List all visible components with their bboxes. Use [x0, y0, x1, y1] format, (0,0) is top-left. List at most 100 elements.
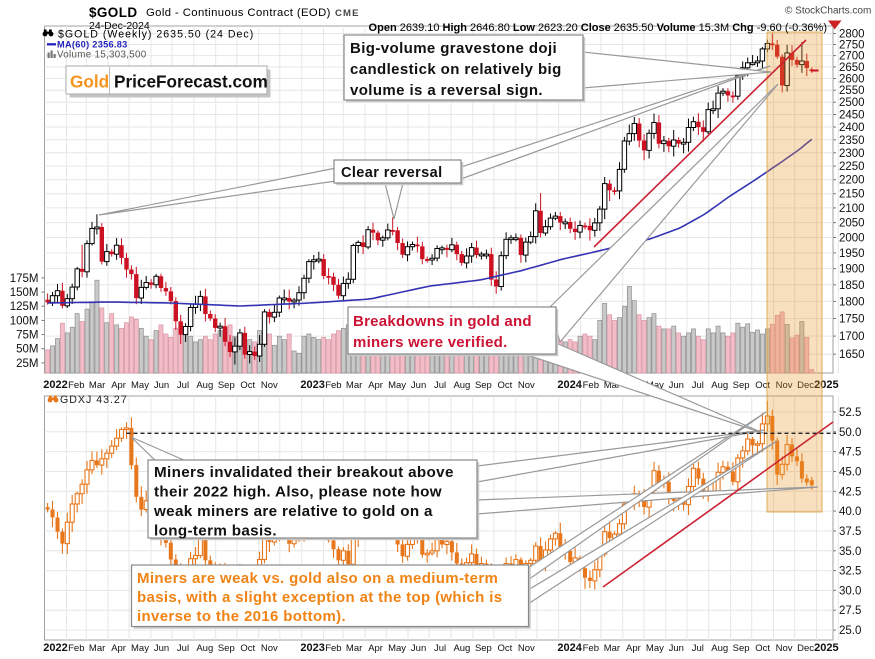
svg-text:Aug: Aug: [196, 643, 213, 654]
svg-text:their 2022 high. Also, please: their 2022 high. Also, please note how: [154, 484, 442, 501]
svg-text:Miners invalidated their break: Miners invalidated their breakout above: [154, 464, 454, 481]
svg-text:volume is a reversal sign.: volume is a reversal sign.: [350, 82, 543, 99]
svg-text:Gold: Gold: [70, 72, 109, 92]
svg-text:Mar: Mar: [346, 380, 362, 391]
svg-text:1850: 1850: [839, 280, 865, 292]
svg-text:© StockCharts.com: © StockCharts.com: [785, 6, 871, 17]
svg-text:Mar: Mar: [604, 380, 620, 391]
svg-text:Apr: Apr: [111, 380, 126, 391]
svg-text:2022: 2022: [43, 379, 67, 391]
svg-text:inverse to the 2016 bottom).: inverse to the 2016 bottom).: [137, 608, 346, 625]
svg-text:25.0: 25.0: [839, 625, 861, 637]
svg-text:Feb: Feb: [325, 380, 341, 391]
svg-text:2150: 2150: [839, 189, 865, 201]
svg-text:125M: 125M: [10, 301, 39, 313]
svg-text:2024: 2024: [557, 379, 582, 391]
svg-text:Oct: Oct: [755, 643, 770, 654]
svg-text:2023: 2023: [300, 642, 324, 654]
svg-text:Feb: Feb: [68, 643, 84, 654]
svg-text:37.5: 37.5: [839, 526, 861, 538]
svg-text:24-Dec-2024: 24-Dec-2024: [89, 20, 150, 32]
svg-text:2050: 2050: [839, 218, 865, 230]
svg-text:1750: 1750: [839, 314, 865, 326]
svg-text:2200: 2200: [839, 175, 865, 187]
svg-text:Oct: Oct: [498, 643, 513, 654]
svg-text:May: May: [131, 643, 149, 654]
svg-text:Clear reversal: Clear reversal: [341, 165, 443, 181]
svg-text:Feb: Feb: [68, 380, 84, 391]
svg-text:Nov: Nov: [776, 643, 793, 654]
svg-text:Jul: Jul: [177, 380, 189, 391]
svg-text:27.5: 27.5: [839, 605, 861, 617]
svg-text:Jun: Jun: [154, 643, 169, 654]
svg-text:Mar: Mar: [346, 643, 362, 654]
svg-text:Feb: Feb: [325, 643, 341, 654]
svg-text:Nov: Nov: [261, 380, 278, 391]
svg-text:42.5: 42.5: [839, 486, 861, 498]
svg-text:Oct: Oct: [498, 380, 513, 391]
svg-text:basis, with a slight exception: basis, with a slight exception at the to…: [137, 589, 502, 606]
svg-text:Aug: Aug: [711, 380, 728, 391]
svg-text:Sep: Sep: [218, 380, 235, 391]
svg-text:Jun: Jun: [669, 643, 684, 654]
svg-text:Nov: Nov: [518, 643, 535, 654]
svg-text:1900: 1900: [839, 264, 865, 276]
svg-text:2023: 2023: [300, 379, 324, 391]
svg-text:2500: 2500: [839, 97, 865, 109]
svg-text:Sep: Sep: [733, 643, 750, 654]
svg-text:2025: 2025: [814, 379, 838, 391]
svg-text:Mar: Mar: [604, 643, 620, 654]
svg-text:100M: 100M: [10, 315, 39, 327]
svg-text:Nov: Nov: [518, 380, 535, 391]
svg-text:2400: 2400: [839, 122, 865, 134]
svg-text:Jul: Jul: [434, 643, 446, 654]
svg-text:30.0: 30.0: [839, 585, 861, 597]
svg-text:miners were verified.: miners were verified.: [353, 334, 508, 351]
svg-text:1800: 1800: [839, 296, 865, 308]
svg-text:Jul: Jul: [434, 380, 446, 391]
svg-text:Apr: Apr: [111, 643, 126, 654]
svg-text:2000: 2000: [839, 233, 865, 245]
svg-text:Oct: Oct: [755, 380, 770, 391]
svg-text:1650: 1650: [839, 349, 865, 361]
svg-text:GDXJ 43.27: GDXJ 43.27: [60, 394, 128, 406]
svg-text:Sep: Sep: [475, 643, 492, 654]
svg-text:2700: 2700: [839, 51, 865, 63]
svg-text:35.0: 35.0: [839, 546, 861, 558]
svg-text:Dec: Dec: [797, 643, 814, 654]
svg-text:2600: 2600: [839, 74, 865, 86]
svg-text:$GOLD (Weekly) 2635.50 (24 Dec: $GOLD (Weekly) 2635.50 (24 Dec): [58, 28, 254, 40]
svg-text:Aug: Aug: [453, 643, 470, 654]
svg-text:Jun: Jun: [154, 380, 169, 391]
svg-text:Feb: Feb: [583, 380, 599, 391]
svg-text:Big-volume gravestone doji: Big-volume gravestone doji: [350, 40, 557, 57]
svg-text:Oct: Oct: [240, 643, 255, 654]
svg-text:Oct: Oct: [240, 380, 255, 391]
svg-text:May: May: [646, 643, 664, 654]
svg-text:CME: CME: [335, 8, 360, 19]
svg-text:Apr: Apr: [626, 643, 641, 654]
svg-text:45.0: 45.0: [839, 467, 861, 479]
svg-text:Aug: Aug: [711, 643, 728, 654]
svg-text:May: May: [131, 380, 149, 391]
svg-text:2300: 2300: [839, 148, 865, 160]
svg-text:1700: 1700: [839, 331, 865, 343]
svg-text:40.0: 40.0: [839, 506, 861, 518]
svg-text:2024: 2024: [557, 642, 582, 654]
svg-text:MA(60) 2356.83: MA(60) 2356.83: [57, 40, 128, 50]
svg-text:Jun: Jun: [411, 380, 426, 391]
svg-text:candlestick on relatively big: candlestick on relatively big: [350, 61, 562, 78]
svg-text:2350: 2350: [839, 135, 865, 147]
svg-text:May: May: [388, 380, 406, 391]
svg-text:Jun: Jun: [411, 643, 426, 654]
svg-text:Jul: Jul: [692, 380, 704, 391]
svg-text:$GOLD: $GOLD: [89, 5, 138, 20]
svg-text:75M: 75M: [16, 330, 38, 342]
svg-text:Sep: Sep: [475, 380, 492, 391]
svg-text:Apr: Apr: [368, 380, 383, 391]
svg-text:52.5: 52.5: [839, 407, 861, 419]
svg-text:2750: 2750: [839, 40, 865, 52]
svg-text:Jun: Jun: [669, 380, 684, 391]
svg-text:Aug: Aug: [453, 380, 470, 391]
svg-text:32.5: 32.5: [839, 566, 861, 578]
